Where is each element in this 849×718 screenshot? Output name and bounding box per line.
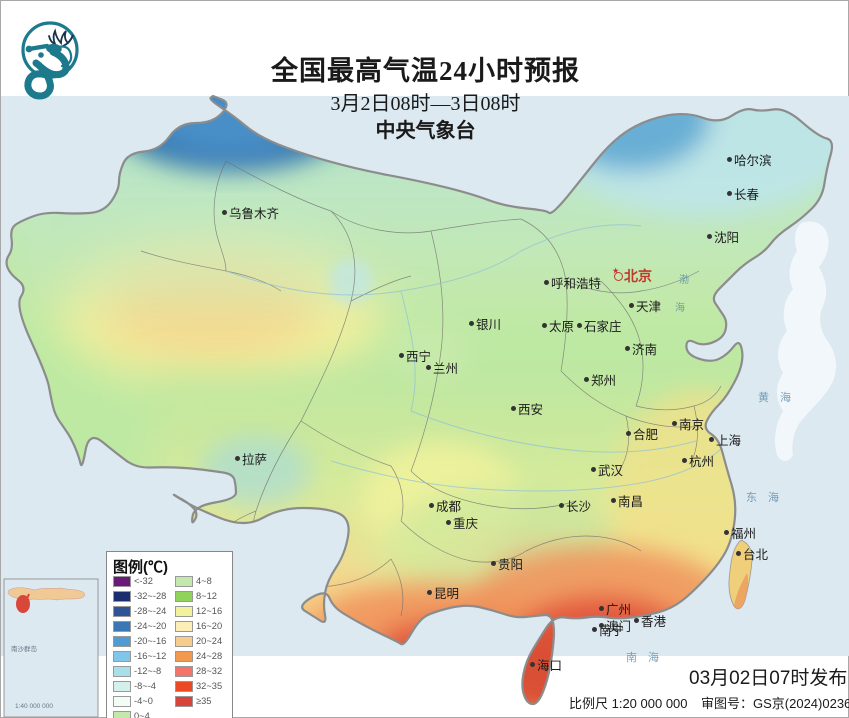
svg-text:海: 海	[675, 301, 685, 314]
svg-text:南 海: 南 海	[626, 650, 659, 664]
svg-text:1:40 000 000: 1:40 000 000	[15, 703, 53, 710]
svg-text:南沙群岛: 南沙群岛	[11, 644, 37, 653]
svg-text:渤: 渤	[679, 273, 689, 286]
svg-text:黄 海: 黄 海	[758, 390, 791, 404]
svg-text:东 海: 东 海	[746, 490, 779, 504]
